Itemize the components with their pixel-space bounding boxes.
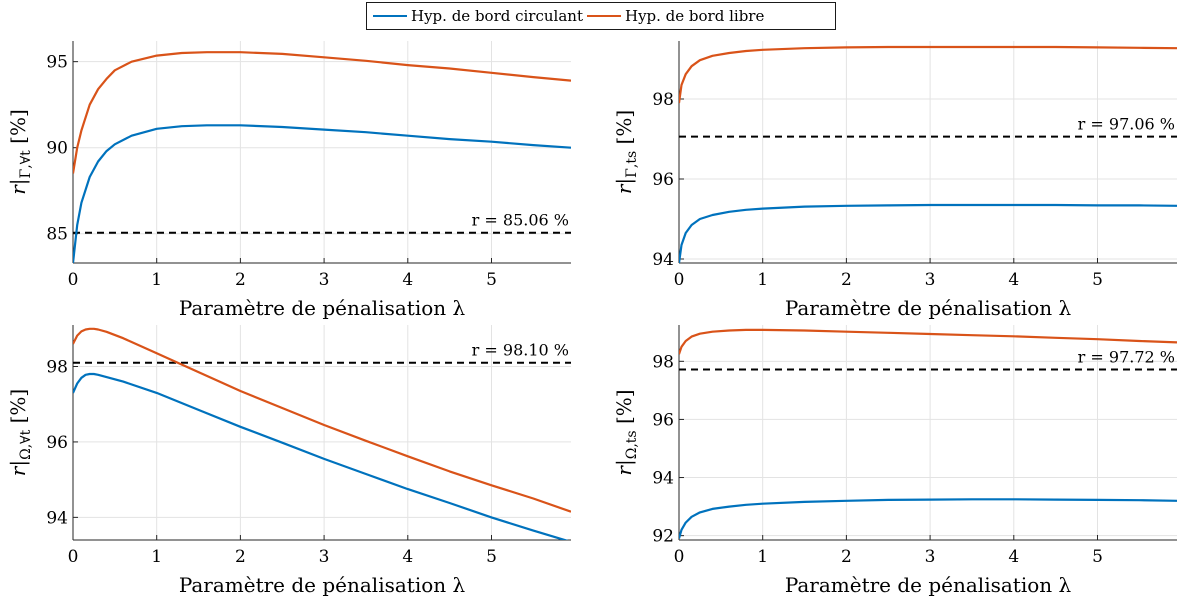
y-axis-label: r|Ω,ts [%]: [612, 389, 640, 475]
y-tick-label: 94: [652, 469, 674, 489]
series-line-circulant: [73, 372, 569, 540]
x-tick-label: 4: [402, 270, 413, 290]
x-tick-label: 5: [1092, 547, 1103, 567]
x-axis-label: Paramètre de pénalisation λ: [179, 296, 466, 320]
y-tick-label: 90: [46, 139, 68, 159]
subplot-1: 0 1 2 3 4 5 85 90 95 r = 85.06 % Paramètre de péna…: [6, 41, 571, 320]
subplot-2: 0 1 2 3 4 5 94 96 98 r = 97.06 % Paramètre de péna…: [612, 41, 1177, 320]
y-tick-label: 96: [652, 410, 674, 430]
series-line-circulant: [73, 124, 571, 263]
x-tick-label: 2: [841, 270, 852, 290]
reference-label: r = 97.72 %: [1078, 347, 1175, 366]
x-tick-label: 0: [68, 270, 79, 290]
legend-item-circulant: Hyp. de bord circulant: [373, 7, 583, 25]
x-tick-label: 2: [841, 547, 852, 567]
y-tick-label: 95: [46, 53, 68, 73]
x-tick-label: 3: [319, 270, 330, 290]
y-tick-label: 85: [46, 225, 68, 245]
x-tick-label: 2: [235, 270, 246, 290]
x-tick-label: 5: [486, 270, 497, 290]
series-line-circulant: [679, 498, 1177, 539]
legend-swatch-libre: [586, 15, 621, 17]
legend-label-circulant: Hyp. de bord circulant: [411, 7, 583, 25]
y-axis-label: r|Γ,∀t [%]: [6, 109, 34, 195]
series-line-libre: [679, 45, 1177, 104]
legend-swatch-circulant: [373, 15, 407, 17]
y-tick-label: 94: [652, 250, 674, 270]
x-tick-label: 1: [151, 547, 162, 567]
subplot-3: 0 1 2 3 4 5 94 96 98 r = 98.10 % Paramètre de péna…: [6, 325, 571, 597]
x-tick-label: 0: [674, 270, 685, 290]
x-axis-label: Paramètre de pénalisation λ: [785, 573, 1072, 597]
series-line-libre: [73, 51, 571, 174]
x-tick-label: 5: [486, 547, 497, 567]
x-axis-label: Paramètre de pénalisation λ: [785, 296, 1072, 320]
x-tick-label: 1: [757, 270, 768, 290]
chart-legend: Hyp. de bord circulant Hyp. de bord libr…: [366, 2, 836, 30]
x-tick-label: 3: [925, 547, 936, 567]
y-tick-label: 96: [46, 433, 68, 453]
reference-label: r = 97.06 %: [1078, 115, 1175, 134]
x-tick-label: 1: [757, 547, 768, 567]
y-tick-label: 98: [652, 352, 674, 372]
y-tick-label: 94: [46, 508, 68, 528]
x-tick-label: 5: [1092, 270, 1103, 290]
legend-label-libre: Hyp. de bord libre: [624, 7, 765, 25]
x-tick-label: 2: [235, 547, 246, 567]
x-tick-label: 4: [1008, 547, 1019, 567]
y-tick-label: 96: [652, 170, 674, 190]
x-tick-label: 3: [319, 547, 330, 567]
y-tick-label: 98: [652, 90, 674, 110]
reference-label: r = 98.10 %: [472, 341, 569, 360]
y-tick-label: 98: [46, 357, 68, 377]
x-tick-label: 4: [1008, 270, 1019, 290]
reference-label: r = 85.06 %: [472, 211, 569, 230]
y-tick-label: 92: [652, 527, 674, 547]
y-axis-label: r|Ω,∀t [%]: [6, 389, 34, 476]
series-line-libre: [73, 327, 571, 513]
x-tick-label: 3: [925, 270, 936, 290]
x-tick-label: 0: [674, 547, 685, 567]
x-tick-label: 1: [151, 270, 162, 290]
x-axis-label: Paramètre de pénalisation λ: [179, 573, 466, 597]
x-tick-label: 4: [402, 547, 413, 567]
y-axis-label: r|Γ,ts [%]: [612, 110, 640, 194]
legend-item-libre: Hyp. de bord libre: [586, 7, 765, 25]
subplot-4: 0 1 2 3 4 5 92 94 96 98 r = 97.72 % Paramètre de pé…: [612, 325, 1177, 597]
series-line-circulant: [679, 203, 1177, 263]
series-line-libre: [679, 328, 1177, 355]
x-tick-label: 0: [68, 547, 79, 567]
